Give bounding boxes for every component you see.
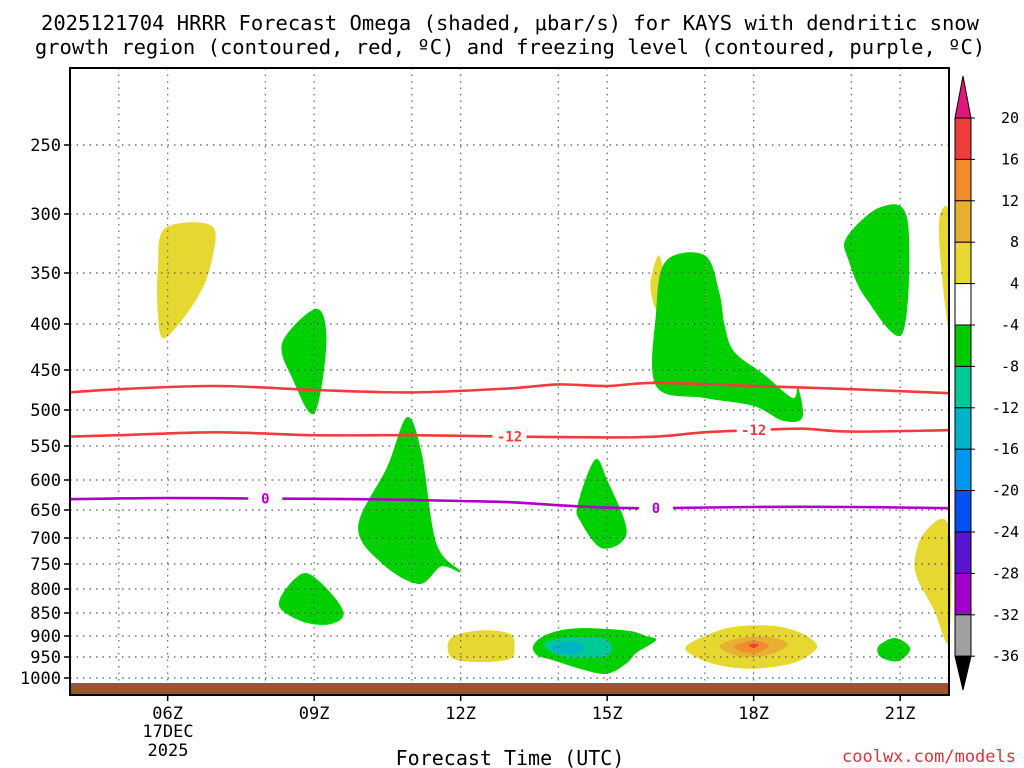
y-tick-label: 350 — [30, 264, 61, 284]
x-axis: 06Z 09Z 12Z 15Z 18Z 21Z — [152, 695, 916, 724]
y-tick-label: 500 — [30, 401, 61, 421]
contour-label-bg — [492, 428, 527, 445]
omega-region — [281, 308, 327, 415]
colorbar-swatch — [954, 407, 972, 450]
omega-region — [447, 630, 515, 663]
colorbar-label: 16 — [1001, 150, 1019, 168]
omega-region — [877, 637, 911, 662]
colorbar-swatch — [954, 490, 972, 533]
contour-freezing-level — [69, 496, 950, 510]
colorbar-label: 4 — [1010, 275, 1019, 293]
y-tick-label: 300 — [30, 205, 61, 225]
y-tick-label: 900 — [30, 627, 61, 647]
y-tick-label: 600 — [30, 471, 61, 491]
contour-label: 0 — [261, 492, 269, 508]
x-tick-label: 21Z — [885, 704, 916, 724]
contour-lines: -12 -12 0 0 — [69, 381, 950, 517]
colorbar-label: -16 — [992, 440, 1019, 458]
contour-label: -12 — [741, 423, 766, 439]
colorbar-label: -12 — [992, 399, 1019, 417]
colorbar-swatch — [954, 324, 972, 367]
colorbar-swatch — [954, 365, 972, 409]
chart-title-line1: 2025121704 HRRR Forecast Omega (shaded, … — [41, 11, 980, 35]
contour-dgz-upper — [69, 381, 950, 395]
y-tick-label: 750 — [30, 555, 61, 575]
colorbar-swatch — [954, 158, 972, 202]
colorbar-swatch — [954, 531, 972, 574]
y-tick-label: 700 — [30, 529, 61, 549]
colorbar-label: -24 — [992, 523, 1019, 541]
chart-title-line2: growth region (contoured, red, ºC) and f… — [35, 35, 985, 59]
x-tick-label: 12Z — [445, 704, 476, 724]
y-tick-label: 800 — [30, 580, 61, 600]
colorbar: 20 16 12 8 4 -4 -8 -12 -16 -20 -24 -28 -32 -36 — [954, 75, 1019, 691]
colorbar-swatch — [954, 117, 972, 160]
colorbar-label: -32 — [992, 606, 1019, 624]
contour-label: 0 — [652, 501, 660, 517]
omega-region — [844, 204, 910, 337]
contour-label-bg — [736, 422, 771, 439]
omega-region — [157, 222, 216, 339]
credit-label: coolwx.com/models — [842, 747, 1016, 767]
colorbar-swatch — [954, 614, 972, 657]
y-tick-label: 550 — [30, 437, 61, 457]
plot-frame — [69, 67, 950, 696]
colorbar-swatch — [954, 200, 972, 243]
x-axis-label: Forecast Time (UTC) — [396, 746, 625, 768]
contour-dgz-lower — [69, 427, 950, 439]
colorbar-swatch — [954, 448, 972, 492]
terrain-strip — [70, 683, 949, 695]
y-tick-label: 400 — [30, 315, 61, 335]
colorbar-label: -36 — [992, 647, 1019, 665]
colorbar-swatch — [954, 283, 972, 326]
x-tick-label: 06Z — [152, 704, 183, 724]
y-tick-label: 250 — [30, 136, 61, 156]
colorbar-top-triangle — [954, 75, 972, 119]
y-tick-label: 1000 — [20, 669, 61, 689]
omega-region — [938, 205, 951, 326]
omega-region — [652, 252, 804, 423]
omega-region — [576, 458, 627, 549]
y-tick-label: 450 — [30, 361, 61, 381]
omega-region — [550, 641, 584, 654]
colorbar-label: 12 — [1001, 192, 1019, 210]
colorbar-swatch — [954, 241, 972, 285]
colorbar-label: -4 — [1001, 316, 1019, 334]
contour-label-bg — [639, 500, 673, 517]
colorbar-label: -8 — [1001, 357, 1019, 375]
omega-region — [748, 643, 759, 648]
plot-area — [70, 68, 949, 695]
date-label-line1: 17DEC — [142, 722, 193, 742]
colorbar-bottom-triangle — [954, 655, 972, 691]
y-tick-label: 850 — [30, 604, 61, 624]
date-label-line2: 2025 — [148, 741, 189, 761]
colorbar-label: 8 — [1010, 233, 1019, 251]
colorbar-swatch — [954, 572, 972, 616]
y-axis: 250 300 350 400 450 500 550 600 650 700 750 800 850 9… — [20, 136, 70, 689]
colorbar-label: 20 — [1001, 109, 1019, 127]
colorbar-label: -20 — [992, 482, 1019, 500]
x-tick-label: 18Z — [738, 704, 769, 724]
omega-region — [278, 572, 344, 625]
contour-label-bg — [248, 490, 283, 507]
y-tick-label: 650 — [30, 501, 61, 521]
colorbar-label: -28 — [992, 564, 1019, 582]
omega-shading — [157, 204, 952, 674]
x-tick-label: 09Z — [299, 704, 330, 724]
x-tick-label: 15Z — [592, 704, 623, 724]
y-tick-label: 950 — [30, 648, 61, 668]
contour-label: -12 — [497, 430, 522, 446]
